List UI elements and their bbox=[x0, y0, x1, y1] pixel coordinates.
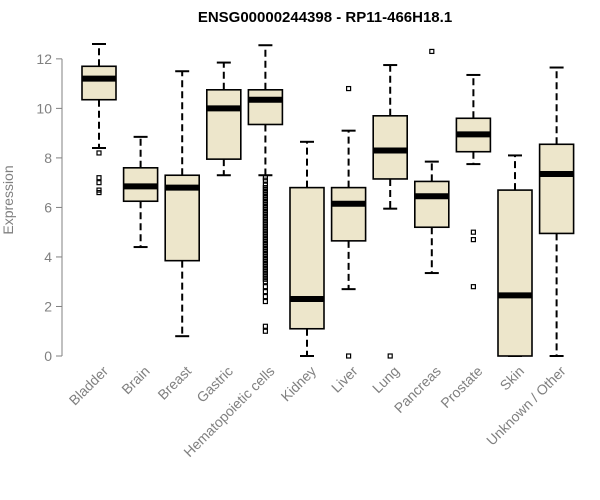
chart-title: ENSG00000244398 - RP11-466H18.1 bbox=[198, 9, 452, 26]
outlier-point bbox=[96, 180, 102, 186]
x-tick-label: Prostate bbox=[437, 363, 485, 411]
box-group bbox=[81, 43, 117, 196]
box-group bbox=[413, 48, 450, 275]
outlier-point bbox=[429, 48, 435, 55]
x-tick-label: Breast bbox=[154, 363, 194, 403]
outlier-point bbox=[262, 289, 268, 295]
outlier-point bbox=[346, 85, 352, 92]
box-group bbox=[497, 154, 533, 357]
y-tick-label: 0 bbox=[44, 348, 52, 364]
box-group bbox=[372, 64, 409, 359]
y-axis-ticks: 0 2 4 6 8 10 12 bbox=[36, 51, 62, 364]
box-group bbox=[164, 70, 200, 338]
box-iqr bbox=[413, 180, 450, 229]
y-tick-label: 2 bbox=[44, 298, 52, 314]
box-iqr bbox=[330, 186, 367, 242]
outlier-point bbox=[96, 189, 102, 196]
x-tick-label: Brain bbox=[118, 363, 152, 397]
outlier-point bbox=[262, 328, 268, 334]
outlier-point bbox=[262, 323, 268, 329]
outlier-point bbox=[262, 279, 268, 285]
box-group bbox=[122, 135, 159, 249]
outlier-point bbox=[387, 353, 393, 359]
box-iqr bbox=[372, 115, 409, 180]
box-group bbox=[330, 85, 367, 359]
y-tick-label: 12 bbox=[36, 51, 52, 67]
x-tick-label: Unknown / Other bbox=[483, 363, 569, 449]
box-group bbox=[289, 140, 325, 357]
box-group bbox=[206, 61, 242, 177]
box-iqr bbox=[81, 65, 117, 101]
box-iqr bbox=[497, 189, 533, 357]
box-group bbox=[455, 73, 492, 290]
y-tick-label: 4 bbox=[44, 249, 52, 265]
outlier-point bbox=[96, 175, 102, 181]
outlier-point bbox=[346, 353, 352, 359]
outlier-point bbox=[262, 298, 268, 305]
box-iqr bbox=[206, 89, 242, 160]
outlier-point bbox=[470, 229, 476, 235]
outlier-point bbox=[262, 177, 268, 183]
outlier-point bbox=[262, 284, 268, 290]
y-tick-label: 8 bbox=[44, 150, 52, 166]
box-iqr bbox=[247, 89, 284, 126]
y-tick-label: 10 bbox=[36, 100, 52, 116]
box-group bbox=[538, 66, 575, 357]
x-tick-label: Liver bbox=[328, 363, 361, 396]
x-tick-label: Kidney bbox=[278, 363, 320, 405]
outlier-point bbox=[470, 284, 476, 290]
outlier-point bbox=[96, 150, 102, 156]
box-iqr bbox=[538, 143, 575, 235]
outlier-point bbox=[470, 237, 476, 243]
box-iqr bbox=[289, 186, 325, 330]
x-tick-label: Skin bbox=[497, 363, 528, 394]
box-series bbox=[81, 43, 575, 359]
box-group bbox=[247, 44, 284, 334]
outlier-point bbox=[262, 293, 268, 300]
y-tick-label: 6 bbox=[44, 199, 52, 215]
y-axis-title: Expression bbox=[0, 165, 16, 234]
x-tick-label: Lung bbox=[369, 363, 402, 396]
x-tick-label: Bladder bbox=[66, 363, 112, 409]
